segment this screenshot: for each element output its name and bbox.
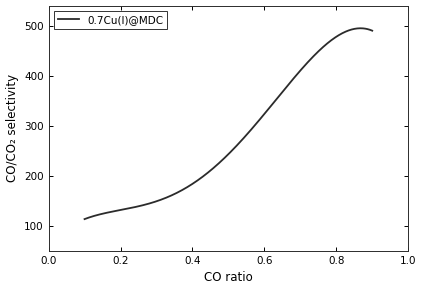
- 0.7Cu(I)@MDC: [370, 29, 375, 32]
- 0.7Cu(I)@MDC: [363, 27, 368, 30]
- 0.7Cu(I)@MDC: [219, 159, 224, 163]
- 0.7Cu(I)@MDC: [238, 140, 243, 144]
- 0.7Cu(I)@MDC: [253, 122, 258, 126]
- 0.7Cu(I)@MDC: [358, 26, 363, 30]
- 0.7Cu(I)@MDC: [318, 48, 323, 51]
- Legend: 0.7Cu(I)@MDC: 0.7Cu(I)@MDC: [54, 11, 168, 29]
- 0.7Cu(I)@MDC: [220, 158, 225, 161]
- Y-axis label: CO/CO₂ selectivity: CO/CO₂ selectivity: [5, 74, 19, 182]
- Line: 0.7Cu(I)@MDC: 0.7Cu(I)@MDC: [84, 28, 372, 219]
- X-axis label: CO ratio: CO ratio: [204, 271, 253, 284]
- 0.7Cu(I)@MDC: [82, 218, 87, 221]
